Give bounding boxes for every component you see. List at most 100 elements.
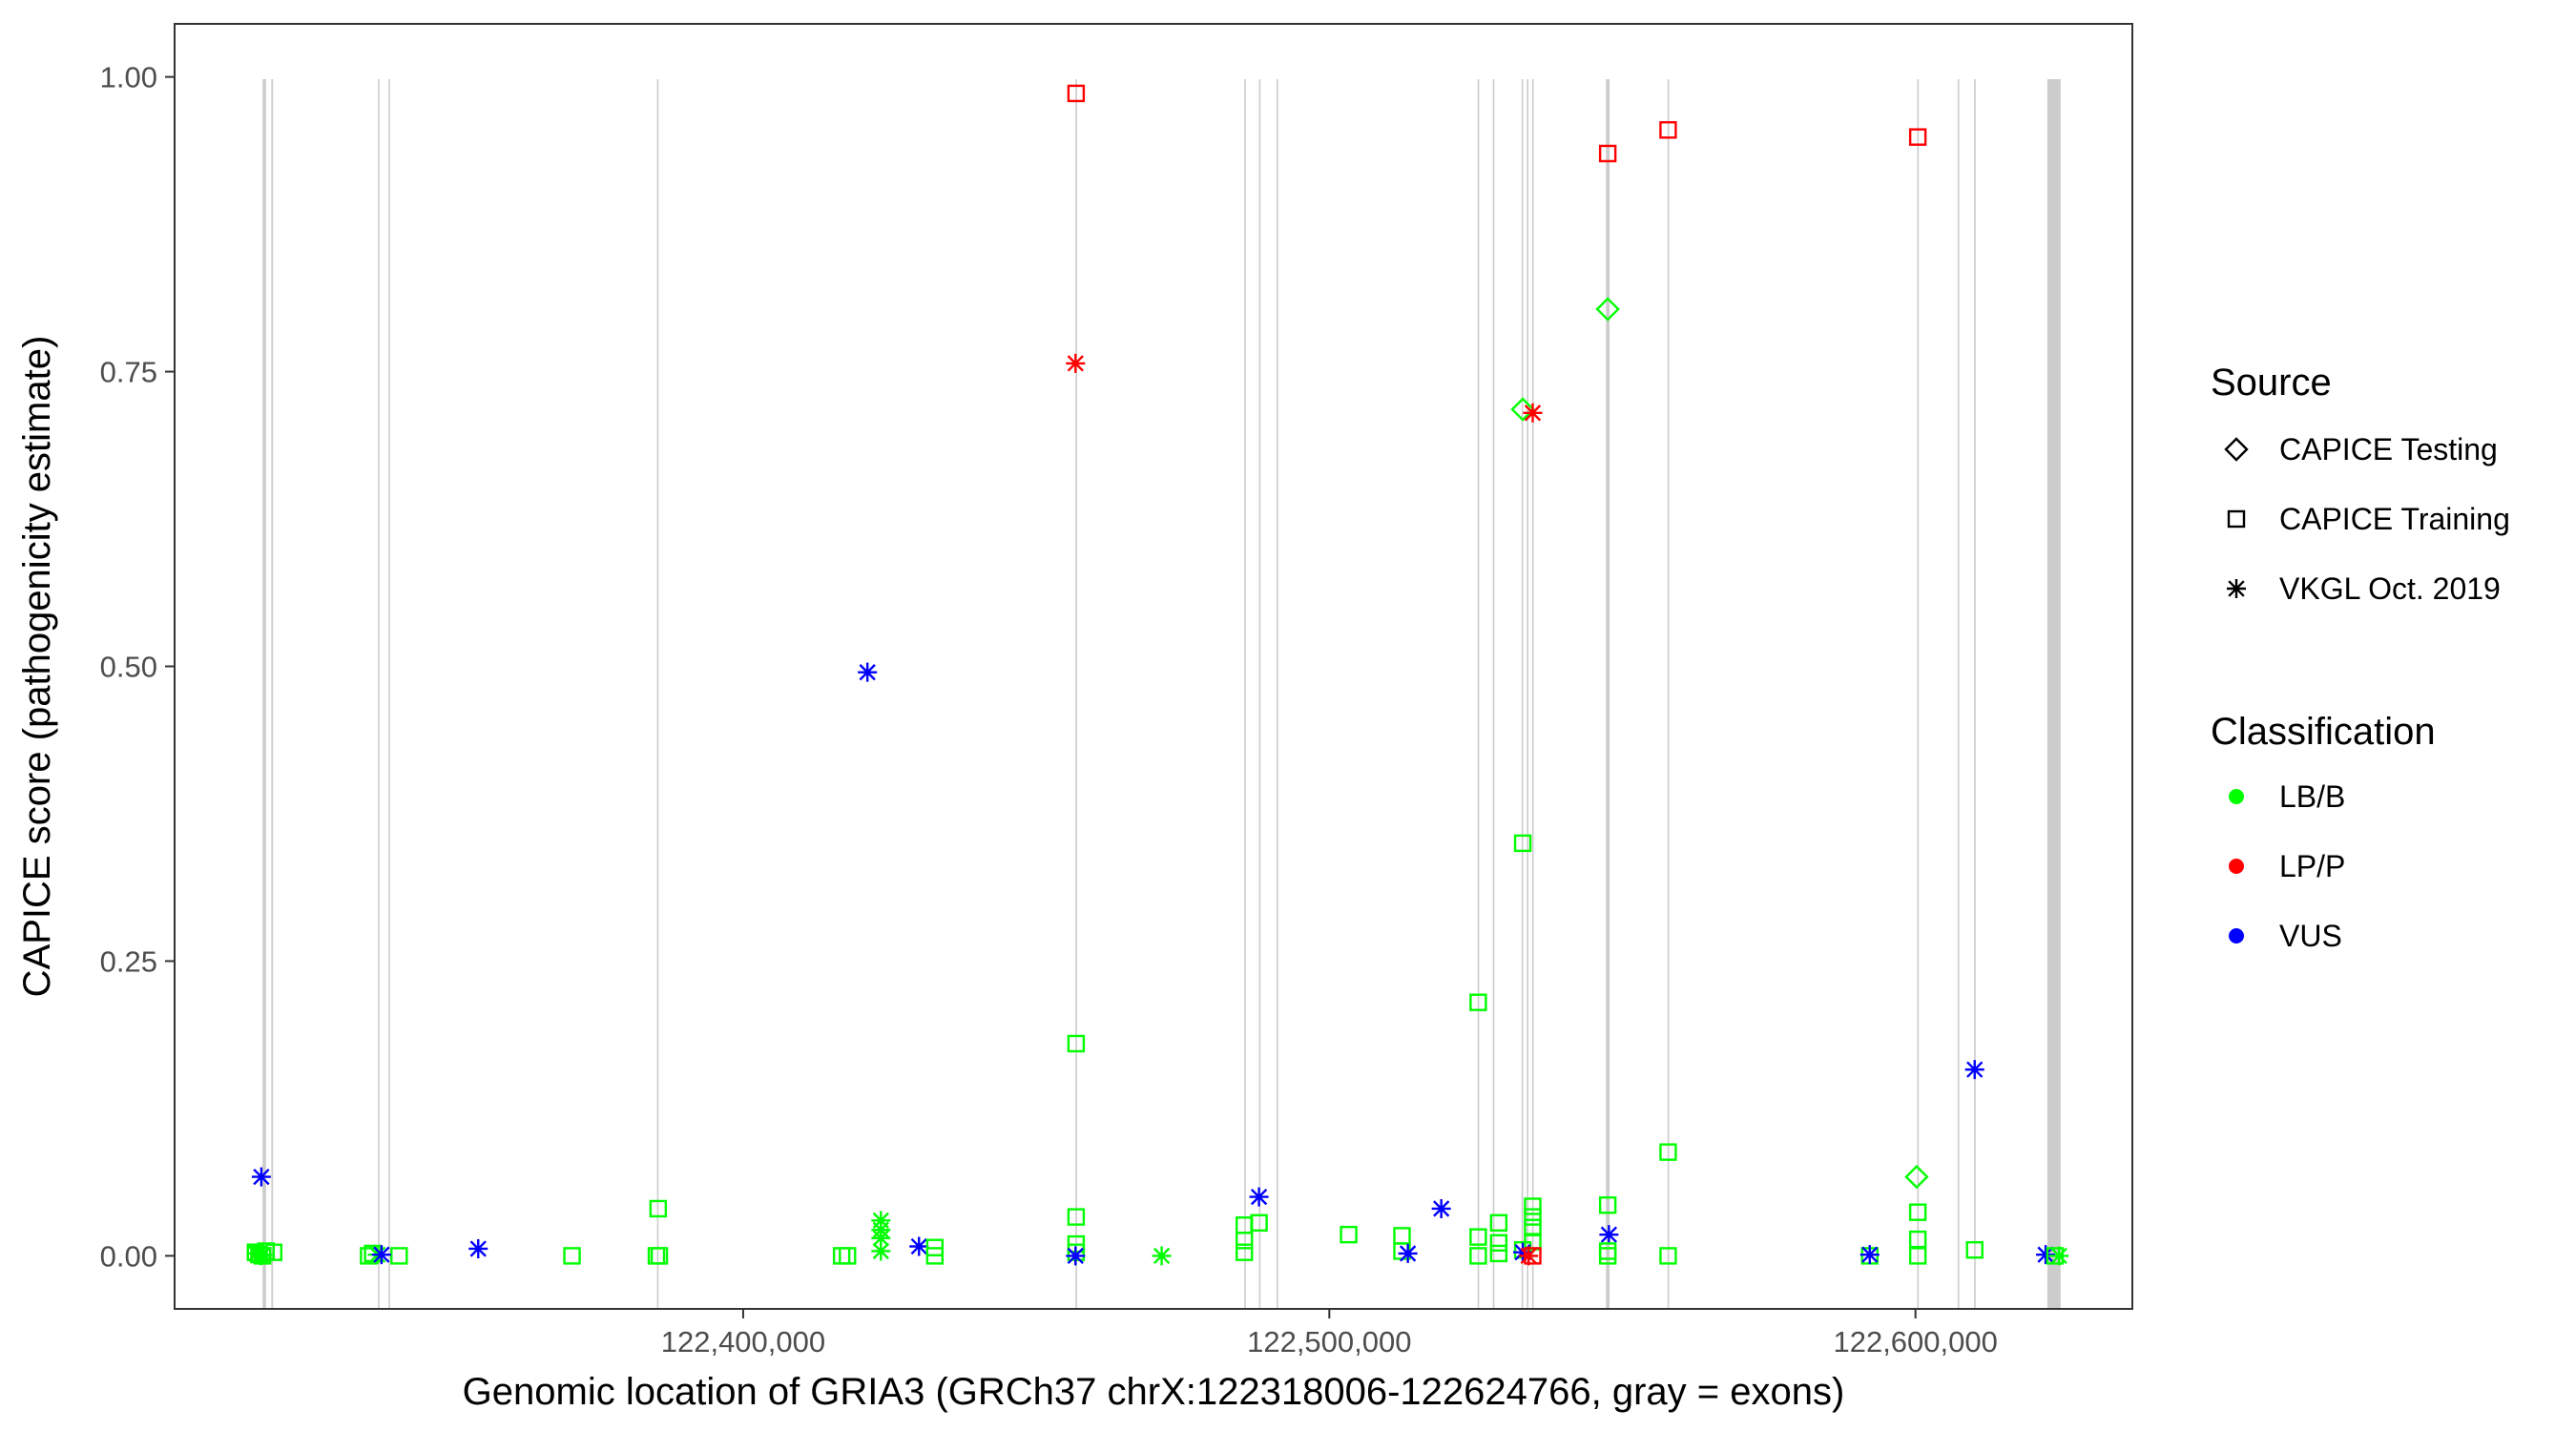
data-point <box>1964 1060 1984 1080</box>
legend-source-label: CAPICE Testing <box>2279 432 2498 467</box>
exon-band <box>1075 79 1077 1309</box>
data-point <box>251 1167 271 1187</box>
data-point <box>871 1241 891 1261</box>
y-tick-label: 0.75 <box>100 356 157 389</box>
y-tick-label: 1.00 <box>100 61 157 94</box>
data-point <box>909 1236 929 1256</box>
legend-key-dot-icon <box>2229 928 2244 944</box>
data-point <box>1523 403 1543 423</box>
plot-panel-border <box>174 23 2133 1310</box>
exon-band <box>1477 79 1480 1309</box>
data-point <box>253 1245 273 1265</box>
data-point <box>1908 1230 1927 1249</box>
x-axis-ticks: 122,400,000 122,500,000 122,600,000 <box>661 1309 1998 1358</box>
data-point <box>1067 84 1086 103</box>
data-point <box>2049 1246 2069 1266</box>
data-point <box>1469 1228 1487 1246</box>
data-point <box>1066 1246 1086 1266</box>
exon-band <box>1258 79 1261 1309</box>
data-point <box>1598 1247 1617 1265</box>
data-point <box>1398 1243 1418 1263</box>
data-point <box>1066 353 1086 373</box>
data-point <box>1067 1034 1086 1053</box>
legend-key-square-icon <box>2227 509 2246 529</box>
data-point <box>1152 1246 1172 1266</box>
legend-classification-label: LP/P <box>2279 849 2345 883</box>
data-point <box>1598 144 1617 163</box>
y-axis-title: CAPICE score (pathogenicity estimate) <box>16 336 58 998</box>
exon-band <box>1957 79 1960 1309</box>
x-tick-label: 122,400,000 <box>661 1325 825 1358</box>
exon-bands <box>262 79 2061 1309</box>
legend-key-asterisk-icon <box>2227 579 2246 598</box>
exon-band <box>2046 79 2061 1309</box>
data-point <box>1659 1143 1677 1161</box>
data-point <box>925 1247 945 1265</box>
data-point <box>649 1199 668 1218</box>
data-point <box>1250 1213 1268 1232</box>
data-point <box>1249 1187 1269 1207</box>
data-point <box>1908 1203 1927 1221</box>
data-point <box>246 1243 266 1263</box>
legend-classification-items: LB/B LP/P VUS <box>2229 779 2345 953</box>
legend-classification-label: LB/B <box>2279 779 2345 814</box>
legend-key-dot-icon <box>2229 859 2244 874</box>
data-point <box>839 1247 857 1265</box>
exon-band <box>1917 79 1920 1309</box>
data-point <box>1519 1246 1539 1266</box>
data-point <box>1067 1208 1086 1226</box>
data-point <box>371 1245 391 1265</box>
exon-band <box>1531 79 1534 1309</box>
data-point <box>1513 1242 1533 1262</box>
data-point <box>1524 1197 1542 1215</box>
legend-source-label: CAPICE Training <box>2279 502 2510 536</box>
x-tick-label: 122,600,000 <box>1833 1325 1997 1358</box>
legend-source-label: VKGL Oct. 2019 <box>2279 571 2501 606</box>
data-point <box>1236 1243 1254 1261</box>
exon-band <box>388 79 390 1309</box>
legend-source-items: CAPICE Testing CAPICE Training VKGL Oct. 2… <box>2224 432 2510 606</box>
exon-band <box>1527 79 1528 1309</box>
data-point <box>1524 1247 1542 1265</box>
legend-key-diamond-icon <box>2224 437 2249 462</box>
legend: Source CAPICE Testing CAPICE Training VKGL… <box>2211 362 2510 953</box>
legend-classification-label: VUS <box>2279 919 2342 953</box>
exon-band <box>378 79 380 1309</box>
data-point <box>1904 1164 1929 1190</box>
data-points <box>246 84 2069 1266</box>
data-point <box>563 1247 581 1265</box>
y-axis-ticks: 0.00 0.25 0.50 0.75 1.00 <box>100 61 175 1273</box>
data-point <box>1595 297 1620 321</box>
exon-band <box>1277 79 1278 1309</box>
data-point <box>1489 1213 1508 1232</box>
data-point <box>2036 1245 2056 1265</box>
data-point <box>1859 1245 1880 1265</box>
data-point <box>1489 1234 1508 1252</box>
x-tick-label: 122,500,000 <box>1247 1325 1411 1358</box>
data-point <box>871 1228 891 1248</box>
exon-band <box>262 79 266 1309</box>
data-point <box>1598 1196 1617 1214</box>
x-axis-title: Genomic location of GRIA3 (GRCh37 chrX:1… <box>463 1371 1845 1413</box>
data-point <box>1524 1208 1542 1226</box>
data-point <box>1908 1247 1927 1265</box>
exon-band <box>1244 79 1246 1309</box>
data-point <box>468 1238 488 1258</box>
data-point <box>858 662 878 682</box>
exon-band <box>1667 79 1670 1309</box>
data-point <box>650 1247 669 1265</box>
data-point <box>1965 1241 1984 1259</box>
data-point <box>1513 834 1532 853</box>
exon-band <box>656 79 659 1309</box>
data-point <box>1469 1247 1487 1265</box>
data-point <box>1489 1244 1508 1263</box>
exon-band <box>1606 79 1610 1309</box>
y-tick-label: 0.00 <box>100 1239 157 1273</box>
data-point <box>1431 1198 1451 1218</box>
legend-source-title: Source <box>2211 362 2332 404</box>
exon-band <box>271 79 274 1309</box>
exon-band <box>1974 79 1976 1309</box>
data-point <box>1510 397 1535 422</box>
